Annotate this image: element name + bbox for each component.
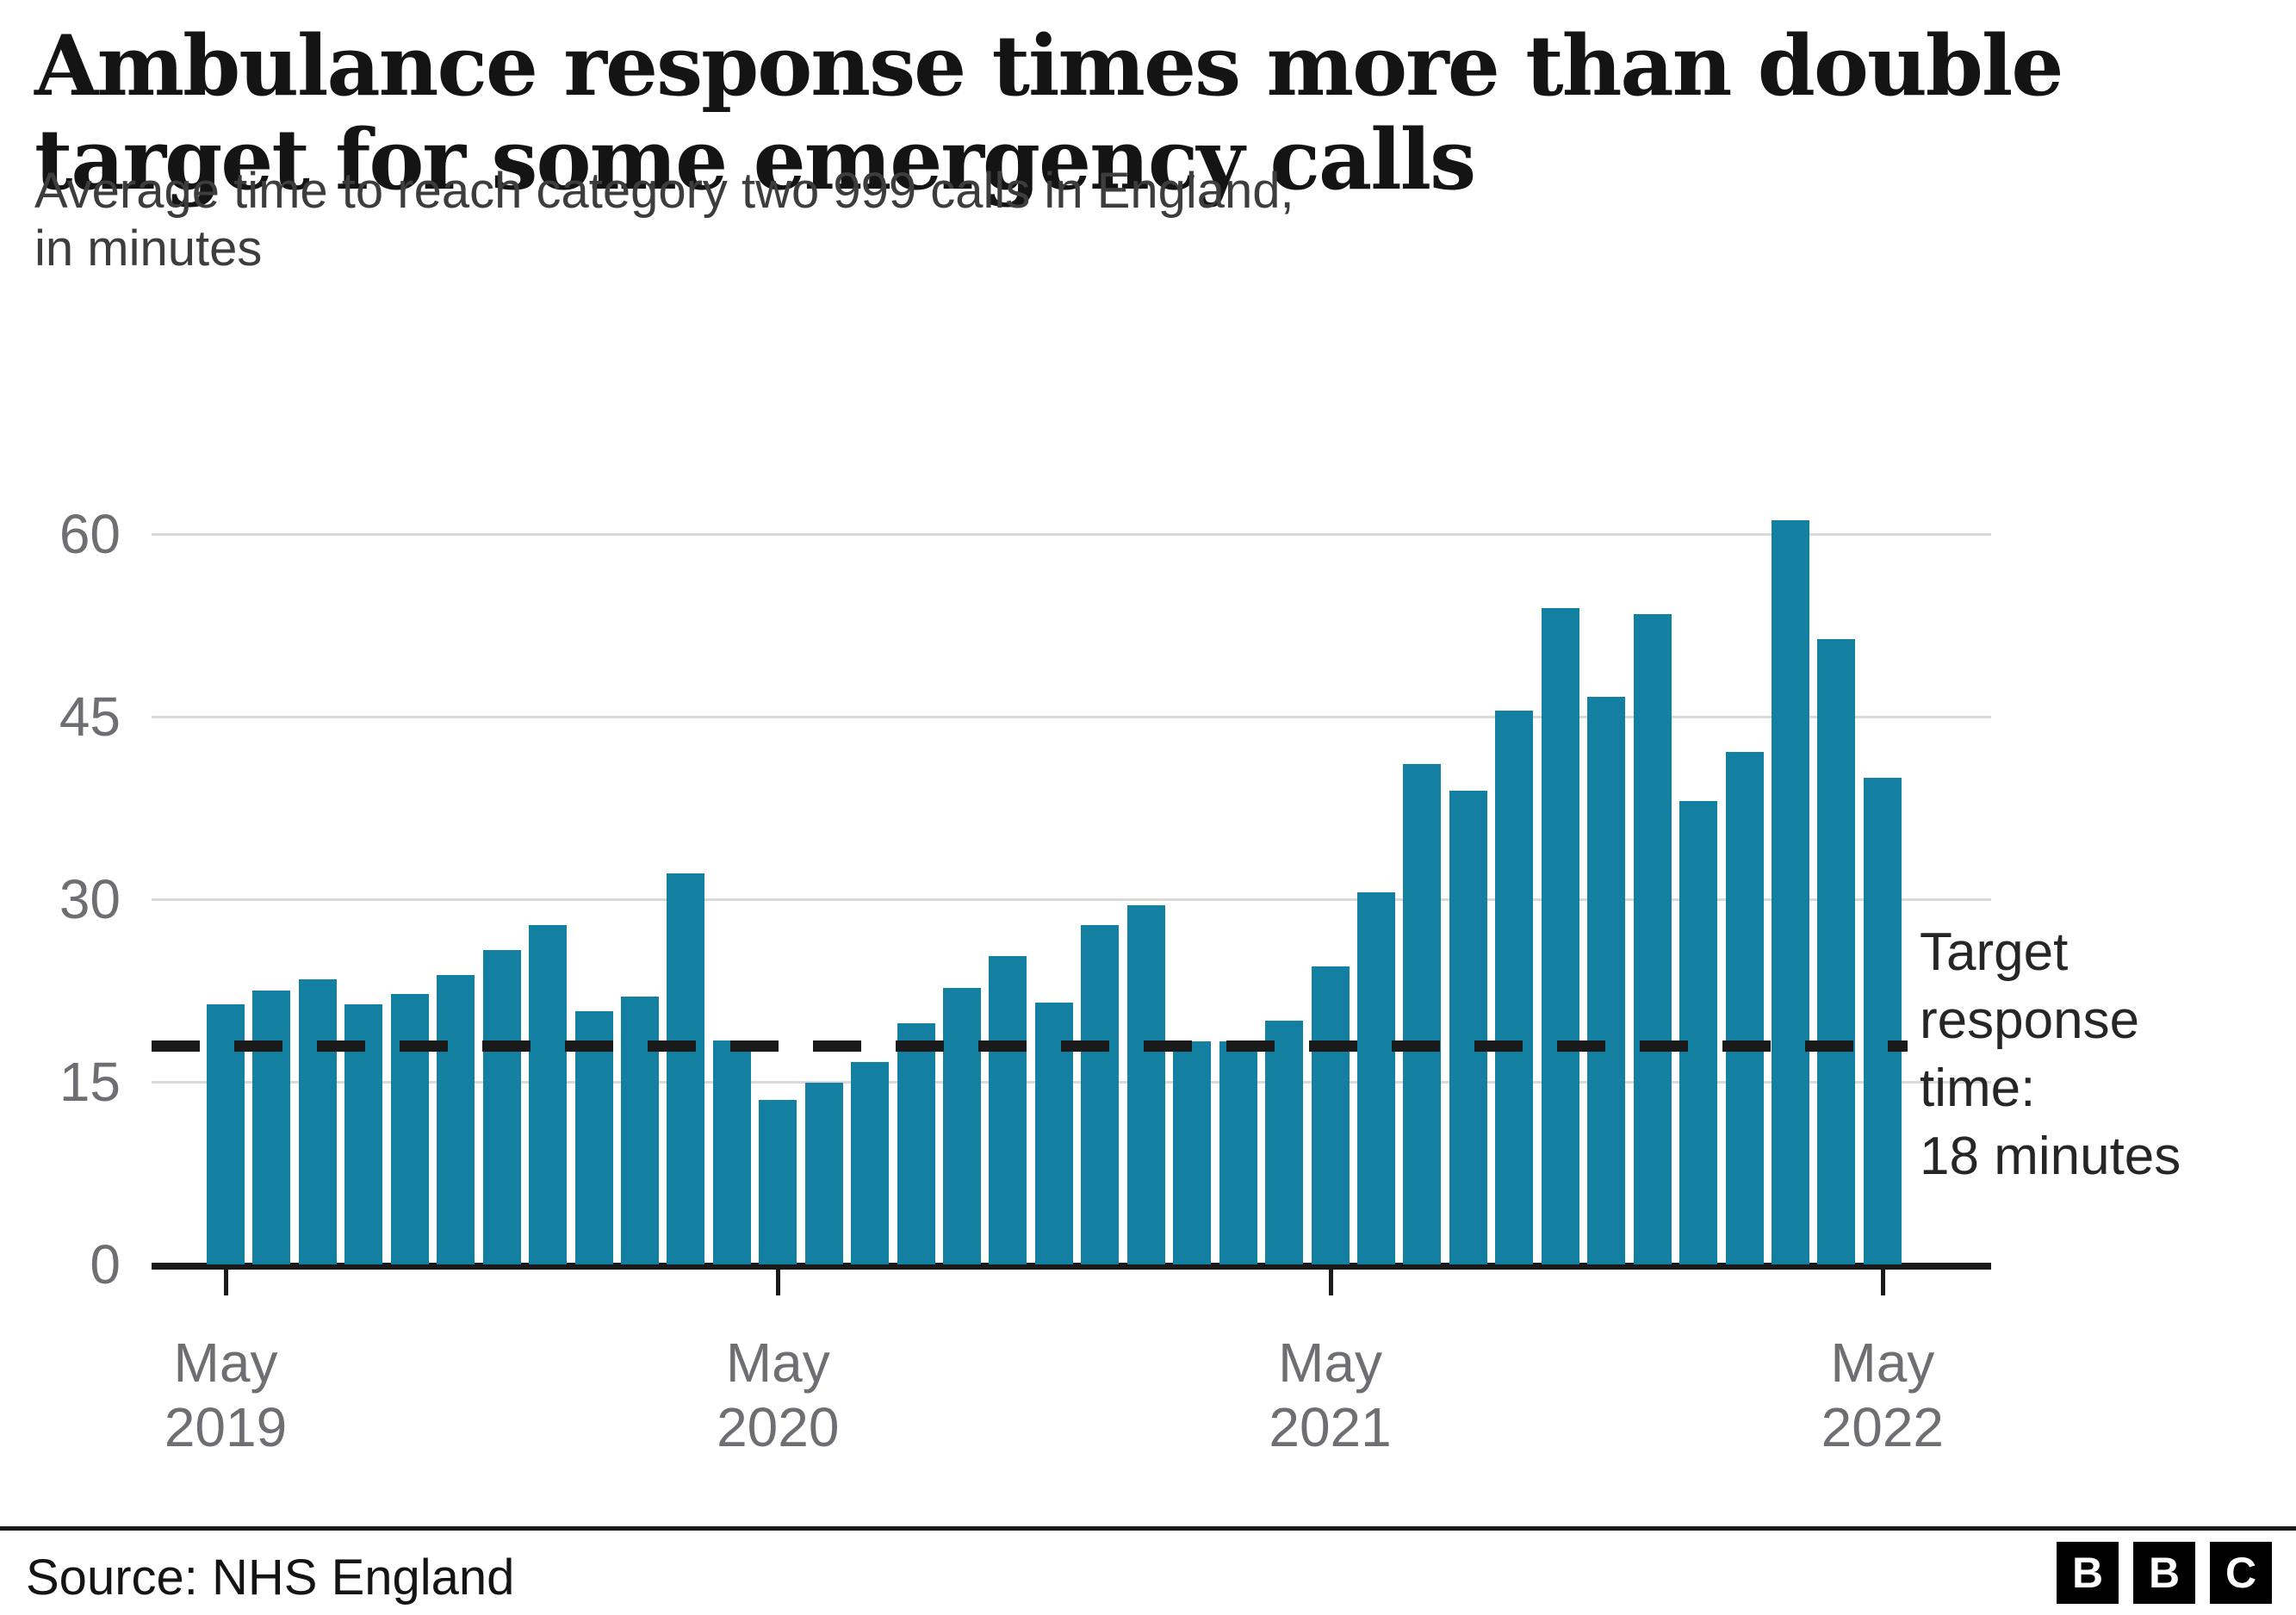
bar-mar-2021 xyxy=(1219,1041,1257,1264)
y-tick-label-0: 0 xyxy=(90,1233,121,1295)
x-tick-label-may-2022: May 2022 xyxy=(1753,1331,2012,1460)
x-tick-label-may-2021: May 2021 xyxy=(1201,1331,1460,1460)
x-tick-may-2022 xyxy=(1880,1264,1885,1295)
x-tick-label-may-2019: May 2019 xyxy=(96,1331,355,1460)
bar-dec-2021 xyxy=(1633,614,1672,1264)
bar-nov-2021 xyxy=(1587,697,1626,1264)
x-tick-label-may-2020: May 2020 xyxy=(648,1331,907,1460)
bar-jun-2020 xyxy=(804,1083,843,1264)
annotation-line-2: response xyxy=(1920,991,2140,1050)
x-label-month: May xyxy=(1830,1332,1935,1394)
x-axis-baseline xyxy=(152,1263,1991,1270)
chart-title-line-2: target for some emergency calls xyxy=(34,111,1476,208)
annotation-line-1: Target xyxy=(1920,922,2069,982)
bar-nov-2019 xyxy=(482,950,521,1264)
bar-aug-2020 xyxy=(897,1023,935,1264)
bbc-logo-letter-3: C xyxy=(2225,1549,2257,1597)
annotation-line-3: time: xyxy=(1920,1059,2036,1118)
target-line-annotation: Target response time: 18 minutes xyxy=(1920,918,2181,1190)
x-tick-may-2020 xyxy=(776,1264,781,1295)
bar-feb-2021 xyxy=(1173,1041,1212,1264)
bar-feb-2020 xyxy=(620,997,659,1264)
bbc-logo-block-2: B xyxy=(2133,1542,2195,1604)
source-credit: Source: NHS England xyxy=(26,1550,515,1606)
x-tick-may-2021 xyxy=(1328,1264,1333,1295)
bar-oct-2020 xyxy=(989,956,1027,1264)
y-tick-label-60: 60 xyxy=(59,503,121,565)
bbc-logo-letter-2: B xyxy=(2148,1549,2181,1597)
bar-jun-2019 xyxy=(252,991,291,1264)
bbc-logo-block-3: C xyxy=(2210,1542,2272,1604)
y-tick-label-45: 45 xyxy=(59,686,121,748)
bar-mar-2020 xyxy=(667,873,705,1264)
bar-may-2022 xyxy=(1863,777,1902,1264)
bar-jan-2020 xyxy=(574,1011,613,1264)
x-label-year: 2021 xyxy=(1269,1396,1392,1458)
chart-subtitle-line-2: in minutes xyxy=(34,221,263,276)
x-label-month: May xyxy=(173,1332,278,1394)
x-label-month: May xyxy=(725,1332,830,1394)
bar-jun-2021 xyxy=(1357,891,1395,1264)
bar-dec-2020 xyxy=(1081,924,1120,1264)
bar-jan-2021 xyxy=(1126,905,1165,1264)
annotation-line-4: 18 minutes xyxy=(1920,1127,2181,1186)
x-label-year: 2019 xyxy=(164,1396,288,1458)
bar-sep-2021 xyxy=(1495,710,1534,1264)
bbc-logo-letter-1: B xyxy=(2071,1549,2104,1597)
bar-jan-2022 xyxy=(1679,800,1718,1264)
y-tick-label-30: 30 xyxy=(59,868,121,930)
bbc-logo-block-1: B xyxy=(2057,1542,2119,1604)
gridline-60 xyxy=(152,533,1991,536)
x-label-year: 2022 xyxy=(1821,1396,1945,1458)
bar-dec-2019 xyxy=(529,924,568,1264)
bar-apr-2020 xyxy=(712,1040,751,1264)
chart-subtitle: Average time to reach category two 999 c… xyxy=(34,162,1294,277)
bar-may-2021 xyxy=(1311,966,1350,1264)
bar-aug-2021 xyxy=(1449,791,1487,1264)
target-response-time-line xyxy=(152,1040,1908,1052)
bar-mar-2022 xyxy=(1771,520,1809,1264)
bar-sep-2020 xyxy=(943,988,982,1264)
gridline-30 xyxy=(152,898,1991,901)
bar-oct-2021 xyxy=(1541,608,1579,1264)
bar-jul-2019 xyxy=(298,979,337,1264)
chart-subtitle-line-1: Average time to reach category two 999 c… xyxy=(34,163,1294,219)
bar-sep-2019 xyxy=(390,994,429,1264)
footer-divider xyxy=(0,1526,2296,1531)
y-tick-label-15: 15 xyxy=(59,1051,121,1113)
bar-jul-2021 xyxy=(1403,764,1442,1264)
bar-apr-2022 xyxy=(1817,638,1856,1264)
bar-oct-2019 xyxy=(437,974,475,1264)
x-label-month: May xyxy=(1278,1332,1382,1394)
bbc-logo: B B C xyxy=(2057,1542,2272,1604)
bar-may-2020 xyxy=(759,1100,797,1264)
bar-apr-2021 xyxy=(1265,1021,1304,1264)
chart-title-line-1: Ambulance response times more than doubl… xyxy=(34,17,2063,115)
x-label-year: 2020 xyxy=(717,1396,840,1458)
x-tick-may-2019 xyxy=(224,1264,228,1295)
chart-title: Ambulance response times more than doubl… xyxy=(34,17,2063,208)
gridline-45 xyxy=(152,716,1991,718)
bar-jul-2020 xyxy=(851,1062,890,1264)
bar-feb-2022 xyxy=(1725,751,1764,1264)
